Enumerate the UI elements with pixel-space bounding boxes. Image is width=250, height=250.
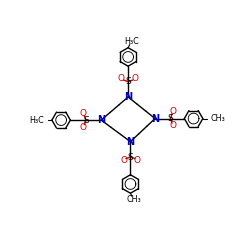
- Text: S: S: [125, 77, 131, 86]
- Text: H₃C: H₃C: [124, 37, 138, 46]
- Text: O: O: [132, 74, 138, 83]
- Text: S: S: [83, 116, 89, 124]
- Text: O: O: [118, 74, 125, 83]
- Text: O: O: [169, 107, 176, 116]
- Text: O: O: [120, 156, 127, 165]
- Text: S: S: [128, 152, 133, 162]
- Text: O: O: [80, 109, 87, 118]
- Text: O: O: [169, 121, 176, 130]
- Text: S: S: [168, 114, 173, 123]
- Text: N: N: [124, 92, 132, 102]
- Text: N: N: [151, 114, 159, 124]
- Text: CH₃: CH₃: [126, 195, 141, 204]
- Text: N: N: [126, 137, 134, 147]
- Text: N: N: [97, 115, 105, 125]
- Text: O: O: [80, 122, 87, 132]
- Text: CH₃: CH₃: [210, 114, 225, 123]
- Text: O: O: [134, 156, 141, 165]
- Text: H₃C: H₃C: [30, 116, 44, 124]
